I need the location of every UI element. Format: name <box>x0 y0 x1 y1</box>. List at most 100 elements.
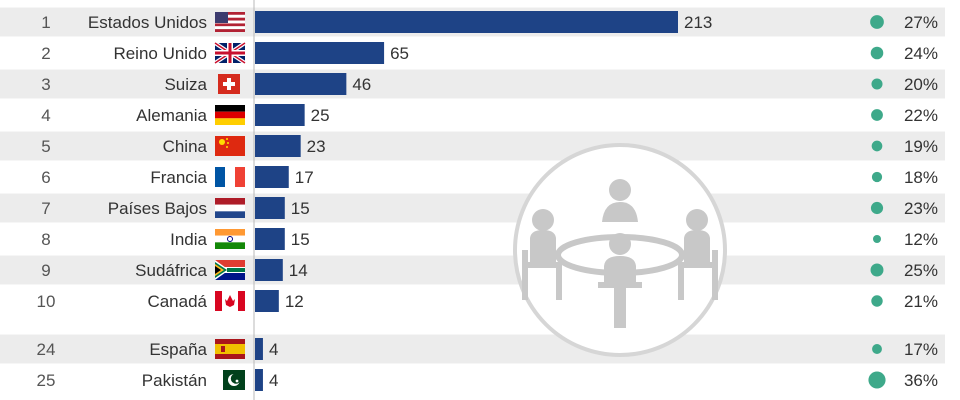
percent-label: 22% <box>904 106 938 125</box>
percent-label: 21% <box>904 292 938 311</box>
country-label: Reino Unido <box>113 44 207 63</box>
rank-label: 1 <box>41 13 50 32</box>
bar-value-label: 4 <box>269 340 278 359</box>
country-label: India <box>170 230 207 249</box>
bar <box>255 228 285 250</box>
rank-label: 4 <box>41 106 50 125</box>
bar <box>255 290 279 312</box>
percent-dot <box>873 235 881 243</box>
chart-row: 3 Suiza 46 20% <box>41 73 938 95</box>
percent-label: 12% <box>904 230 938 249</box>
flag-spain-icon <box>215 339 245 359</box>
percent-dot <box>870 46 884 60</box>
bar <box>255 73 347 95</box>
percent-dot <box>868 371 886 389</box>
bar <box>255 11 678 33</box>
country-label: Canadá <box>147 292 207 311</box>
rank-label: 6 <box>41 168 50 187</box>
bar-value-label: 46 <box>352 75 371 94</box>
percent-dot <box>871 109 883 121</box>
flag-china-icon <box>215 136 245 156</box>
bar <box>255 42 385 64</box>
bar <box>255 166 289 188</box>
bar <box>255 259 283 281</box>
rank-label: 5 <box>41 137 50 156</box>
flag-india-icon <box>215 229 245 249</box>
percent-dot <box>870 263 884 277</box>
country-label: Países Bajos <box>108 199 207 218</box>
flag-france-icon <box>215 167 245 187</box>
percent-label: 27% <box>904 13 938 32</box>
chart-row: 9 Sudáfrica 14 25% <box>41 259 938 281</box>
flag-netherlands-icon <box>215 198 245 218</box>
country-label: Alemania <box>136 106 207 125</box>
flag-south-africa-icon <box>215 260 245 280</box>
rank-label: 25 <box>37 371 56 390</box>
bar <box>255 197 285 219</box>
percent-dot <box>870 201 884 215</box>
bar-value-label: 213 <box>684 13 712 32</box>
chart-row: 6 Francia 17 18% <box>41 166 938 188</box>
rank-label: 3 <box>41 75 50 94</box>
percent-dot <box>871 78 883 90</box>
country-label: Estados Unidos <box>88 13 207 32</box>
percent-dot <box>871 171 883 183</box>
rank-label: 10 <box>37 292 56 311</box>
bar-value-label: 65 <box>390 44 409 63</box>
percent-dot <box>871 140 883 152</box>
bar-value-label: 17 <box>295 168 314 187</box>
bar-value-label: 15 <box>291 199 310 218</box>
country-label: Pakistán <box>142 371 207 390</box>
chart-row: 25 Pakistán 4 36% <box>37 369 938 391</box>
row-stripe <box>0 255 945 285</box>
chart-row: 2 Reino Unido 65 24% <box>41 41 938 65</box>
percent-label: 18% <box>904 168 938 187</box>
rank-label: 2 <box>41 44 50 63</box>
bar <box>255 104 305 126</box>
flag-canada-icon <box>215 291 245 311</box>
bar-value-label: 12 <box>285 292 304 311</box>
chart-row: 4 Alemania 25 22% <box>41 104 938 126</box>
flag-pakistan-icon <box>215 370 245 390</box>
bar <box>255 338 263 360</box>
percent-label: 24% <box>904 44 938 63</box>
percent-dot <box>872 344 882 354</box>
percent-label: 25% <box>904 261 938 280</box>
country-label: Francia <box>150 168 207 187</box>
chart-row: 10 Canadá 12 21% <box>37 290 938 312</box>
chart-rows: 1 Estados Unidos 213 27%2 Reino Unido 65 24%3 S… <box>37 11 938 391</box>
row-stripe <box>0 69 945 99</box>
flag-switzerland-icon <box>218 74 240 94</box>
meeting-table-icon <box>513 143 727 357</box>
percent-label: 36% <box>904 371 938 390</box>
row-stripe <box>0 131 945 161</box>
chart-row: 8 India 15 12% <box>41 228 938 250</box>
rank-label: 9 <box>41 261 50 280</box>
bar <box>255 135 301 157</box>
percent-label: 23% <box>904 199 938 218</box>
row-stripe <box>0 193 945 223</box>
country-label: Suiza <box>164 75 207 94</box>
country-label: China <box>163 137 208 156</box>
bar-value-label: 15 <box>291 230 310 249</box>
bar-value-label: 25 <box>311 106 330 125</box>
chart-row: 24 España 4 17% <box>37 338 938 360</box>
chart-row: 5 China 23 19% <box>41 135 938 157</box>
percent-label: 17% <box>904 340 938 359</box>
bar-value-label: 4 <box>269 371 278 390</box>
row-stripes <box>0 7 945 364</box>
chart-row: 1 Estados Unidos 213 27% <box>41 11 938 33</box>
bar-value-label: 23 <box>307 137 326 156</box>
rank-label: 7 <box>41 199 50 218</box>
rank-label: 24 <box>37 340 56 359</box>
bar <box>255 369 263 391</box>
flag-usa-icon <box>215 12 245 32</box>
percent-label: 20% <box>904 75 938 94</box>
row-stripe <box>0 334 945 364</box>
country-label: España <box>149 340 207 359</box>
percent-dot <box>871 295 883 307</box>
flag-germany-icon <box>215 105 245 125</box>
country-label: Sudáfrica <box>135 261 207 280</box>
flag-uk-icon <box>213 41 247 65</box>
